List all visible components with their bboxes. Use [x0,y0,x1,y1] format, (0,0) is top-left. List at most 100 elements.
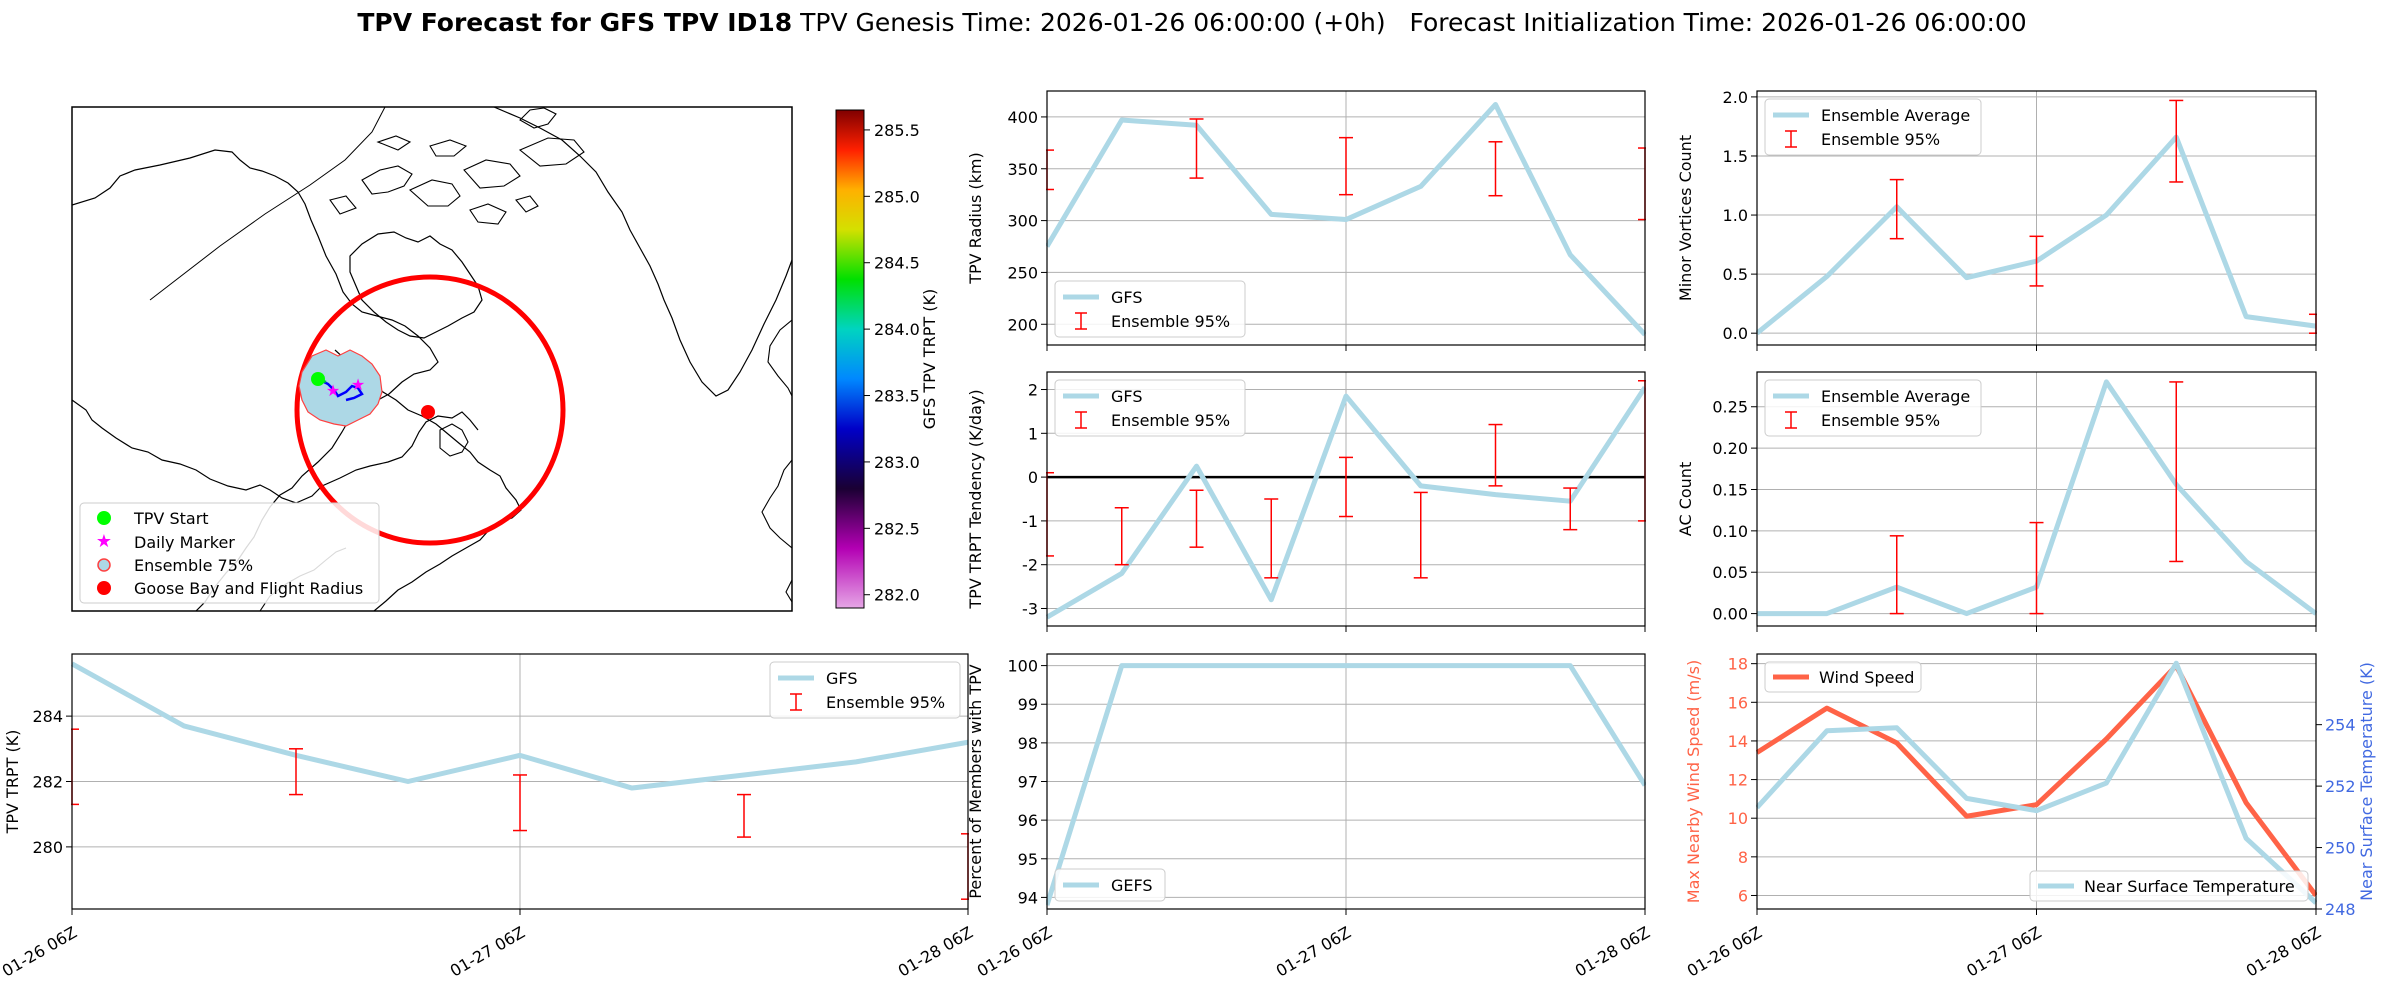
map-coastline-europe [761,319,792,603]
map-coastline-hudson [72,399,479,504]
y-axis-label: AC Count [1676,462,1695,536]
y-tick-label: 284 [32,707,63,726]
legend-label: Ensemble 95% [1821,130,1940,149]
map-coastline-islands [329,135,585,225]
y-right-tick-label: 250 [2325,839,2356,858]
legend-label: GFS [826,669,857,688]
y-tick-label: 14 [1728,732,1748,751]
chart-trpt: 280 282 284 01-26 06Z 01-27 06Z 01-28 06Z TPV … [0,653,976,981]
axes-frame [1756,371,2317,627]
y-right-tick-label: 252 [2325,777,2356,796]
plot-area [1756,660,2317,905]
legend-start-icon [97,511,111,525]
y-tick-label: 98 [1018,734,1038,753]
x-tick-label: 01-26 06Z [974,923,1055,981]
y-tick-label: 1.5 [1723,147,1748,166]
map-legend-item: Ensemble 75% [134,556,253,575]
y-tick-label: 250 [1007,263,1038,282]
colorbar-tick-label: 284.5 [874,254,920,273]
y-right-tick-label: 254 [2325,716,2356,735]
legend-star-icon: ★ [96,531,112,552]
map-panel: ★ ★ TPV Start ★ Daily Marker Ensemble 75… [71,106,939,612]
y-axis-label: TPV TRPT Tendency (K/day) [966,389,985,609]
tpv-start-marker [311,372,325,386]
y-tick-label: 0.20 [1712,439,1748,458]
colorbar-tick-label: 283.0 [874,453,920,472]
map-coastline-newfoundland [439,423,469,457]
y-tick-label: 0 [1028,468,1038,487]
y-tick-label: 1.0 [1723,206,1748,225]
legend-box [1054,379,1246,437]
y-tick-label: 99 [1018,695,1038,714]
y-tick-label: 16 [1728,693,1748,712]
chart-tendency: -3 -2 -1 0 1 2 TPV TRPT Tendency (K/day) GFS Ens… [966,371,1646,632]
legend-goosebay-icon [97,581,111,595]
chart-members: 94 95 96 97 98 99 100 01-26 06Z 01-27 06Z 01-28 0… [966,653,1653,981]
y-tick-label: 0.05 [1712,563,1748,582]
chart-ac: 0.00 0.05 0.10 0.15 0.20 0.25 AC Count Ensemble… [1676,371,2317,632]
chart-legend: GFS Ensemble 95% [1054,379,1246,437]
colorbar-tick-label: 285.5 [874,121,920,140]
y-tick-label: 300 [1007,212,1038,231]
daily-marker-2: ★ [351,375,365,394]
chart-legend: Ensemble Average Ensemble 95% [1764,379,1982,437]
flight-radius-circle [294,274,566,546]
colorbar-label: GFS TPV TRPT (K) [920,289,939,429]
legend-label: GFS [1111,288,1142,307]
series-line-gfs [1046,101,1646,337]
legend-box [1054,868,1166,902]
y-tick-label: 10 [1728,809,1748,828]
y-tick-label: 6 [1738,886,1748,905]
chart-legend: Ensemble Average Ensemble 95% [1764,98,1982,156]
y-tick-label: 8 [1738,848,1748,867]
y-tick-label: 97 [1018,773,1038,792]
map-legend-item: Goose Bay and Flight Radius [134,579,363,598]
y-tick-label: 400 [1007,108,1038,127]
y-right-axis-label: Near Surface Temperature (K) [2357,662,2376,901]
y-tick-label: 96 [1018,811,1038,830]
chart-legend: Wind Speed [1764,661,1922,693]
plot-area [1046,663,1646,906]
map-legend-item: TPV Start [133,509,209,528]
y-tick-label: 0.25 [1712,398,1748,417]
legend-box [1764,98,1982,156]
axes-frame [1046,90,1646,346]
colorbar-tick-label: 285.0 [874,187,920,206]
daily-marker-1: ★ [326,381,340,400]
plot-area [1757,379,2317,617]
series-line-gfs [1046,385,1646,620]
x-tick-label: 01-28 06Z [2243,923,2324,981]
map-frame [71,106,793,612]
axes-frame [1046,653,1646,910]
x-tick-label: 01-26 06Z [1684,923,1765,981]
map-coastline-labrador [334,349,522,611]
chart-radius: 200 250 300 350 400 TPV Radius (km) GFS Ensembl… [966,90,1646,351]
legend-label: Ensemble 95% [1111,312,1230,331]
series-line-gefs [1046,663,1646,906]
y-tick-label: 12 [1728,771,1748,790]
x-tick-label: 01-28 06Z [1572,923,1653,981]
figure-title: TPV Forecast for GFS TPV ID18 TPV Genesi… [357,8,2026,37]
colorbar-gradient [835,109,865,609]
legend-box [2029,870,2309,902]
legend-label: GFS [1111,387,1142,406]
y-tick-label: 282 [32,773,63,792]
y-tick-label: 280 [32,838,63,857]
legend-label: Ensemble Average [1821,387,1970,406]
ensemble-75-region [298,349,383,427]
colorbar-tick-label: 282.0 [874,586,920,605]
legend-box [1764,661,1922,693]
x-tick-label: 01-28 06Z [895,923,976,981]
series-line-near-surface-temperature [1756,660,2317,905]
series-line-wind-speed [1756,663,2317,897]
colorbar-tick-label: 283.5 [874,387,920,406]
y-right-tick-label: 248 [2325,900,2356,919]
y-axis-label: Minor Vortices Count [1676,135,1695,301]
y-tick-label: 350 [1007,160,1038,179]
y-tick-label: 2 [1028,381,1038,400]
chart-wind: 6 8 10 12 14 16 18 01-26 06Z 01-27 06Z 01-28 06Z M… [1684,653,2376,981]
y-tick-label: 95 [1018,850,1038,869]
legend-ensemble-icon [97,558,111,572]
legend-label: Ensemble 95% [826,693,945,712]
